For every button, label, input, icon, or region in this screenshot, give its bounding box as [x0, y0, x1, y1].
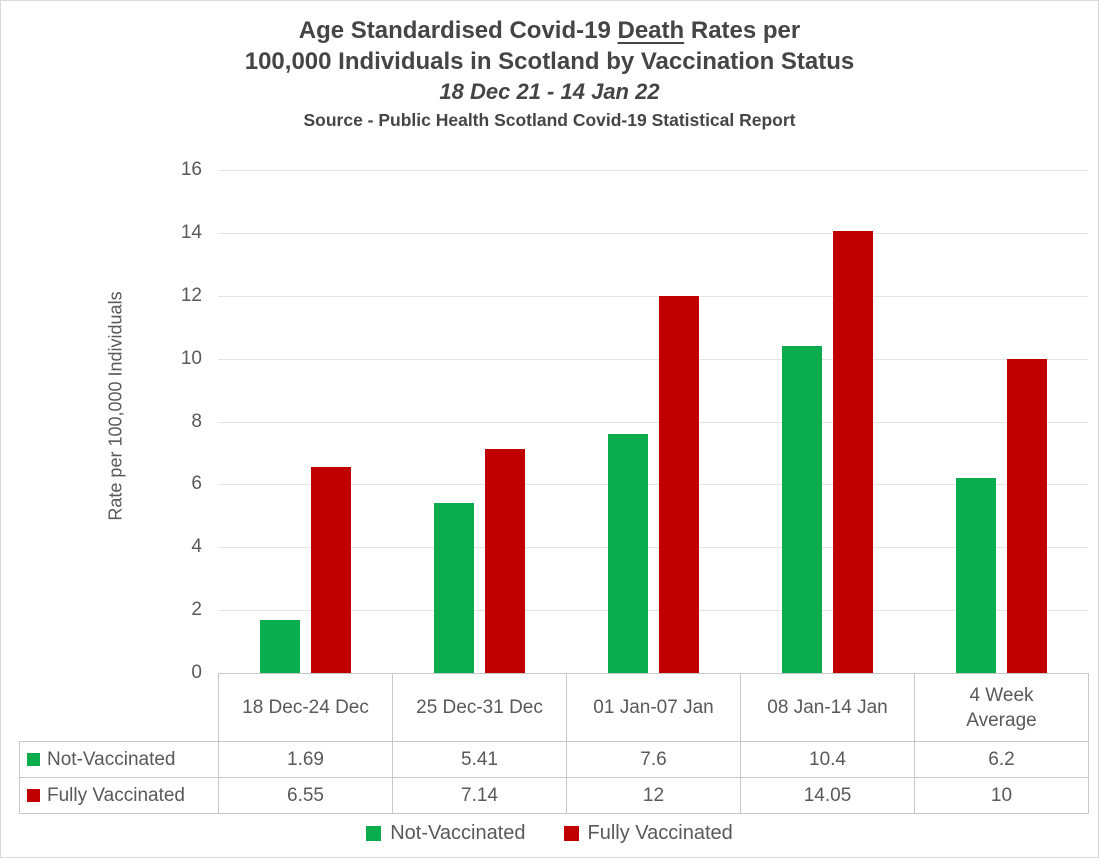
bar-not-vaccinated [607, 434, 648, 673]
legend-item: Fully Vaccinated [563, 821, 733, 845]
data-table: 18 Dec-24 Dec 25 Dec-31 Dec 01 Jan-07 Jan 0… [19, 673, 1089, 814]
value-cell: 10.4 [740, 741, 915, 778]
category-header-cell: 25 Dec-31 Dec [392, 673, 567, 742]
plot-area: 0 2 4 6 8 10 12 14 16 [181, 160, 1088, 683]
series-label-cell: Fully Vaccinated [19, 777, 219, 814]
title-prefix: Age Standardised Covid-19 [298, 17, 618, 44]
y-axis-tick: 14 [180, 221, 202, 243]
bar-group [218, 170, 392, 673]
legend-label: Fully Vaccinated [587, 821, 733, 844]
y-axis-tick: 16 [180, 159, 202, 180]
value-cell: 14.05 [740, 777, 915, 814]
series-swatch [27, 788, 40, 802]
y-axis-tick: 10 [180, 347, 202, 369]
y-axis-tick: 2 [191, 599, 202, 621]
value-cell: 5.41 [392, 741, 567, 778]
gridline [218, 358, 1088, 360]
bar-group [914, 170, 1088, 673]
y-axis-tick: 4 [191, 536, 202, 558]
y-axis-tick: 12 [180, 284, 202, 306]
legend: Not-Vaccinated Fully Vaccinated [1, 815, 1098, 851]
table-corner-blank-cell [20, 674, 219, 742]
chart-title-block: Age Standardised Covid-19 Death Rates pe… [1, 15, 1098, 134]
value-cell: 1.69 [218, 741, 393, 778]
y-axis-tick: 8 [191, 410, 202, 432]
bar-group [392, 170, 566, 673]
bar-group [740, 170, 914, 673]
title-suffix: Rates per [684, 17, 801, 44]
y-axis-title: Rate per 100,000 Individuals [105, 291, 126, 521]
bar-fully-vaccinated [310, 467, 351, 673]
bar-not-vaccinated [955, 478, 996, 673]
gridline [218, 547, 1088, 549]
category-header-cell: 4 Week Average [914, 673, 1089, 742]
category-header-cell: 08 Jan-14 Jan [740, 673, 915, 742]
bar-fully-vaccinated [484, 448, 525, 673]
bar-not-vaccinated [259, 619, 300, 673]
gridline [218, 295, 1088, 297]
bar-fully-vaccinated [658, 295, 699, 673]
bar-fully-vaccinated [1006, 358, 1047, 673]
value-cell: 10 [914, 777, 1089, 814]
bar-group [566, 170, 740, 673]
category-header-cell: 01 Jan-07 Jan [566, 673, 741, 742]
bar-not-vaccinated [781, 346, 822, 673]
chart-title-daterange: 18 Dec 21 - 14 Jan 22 [439, 79, 660, 104]
value-cell: 12 [566, 777, 741, 814]
bar-not-vaccinated [433, 502, 474, 673]
value-cell: 7.14 [392, 777, 567, 814]
legend-item: Not-Vaccinated [366, 821, 526, 845]
y-axis-tick: 0 [191, 662, 202, 683]
gridline [218, 232, 1088, 234]
legend-label: Not-Vaccinated [390, 821, 526, 844]
legend-swatch [366, 825, 382, 841]
series-swatch [27, 752, 40, 766]
chart-title-line1: Age Standardised Covid-19 Death Rates pe… [1, 15, 1098, 46]
value-cell: 6.55 [218, 777, 393, 814]
y-axis-tick: 6 [191, 473, 202, 495]
gridline [218, 170, 1088, 171]
title-underlined-word: Death [617, 17, 685, 44]
category-header-cell: 18 Dec-24 Dec [218, 673, 393, 742]
chart-source-note: Source - Public Health Scotland Covid-19… [303, 110, 796, 130]
gridline [218, 484, 1088, 486]
gridline [218, 421, 1088, 423]
value-cell: 7.6 [566, 741, 741, 778]
chart-title-line2: 100,000 Individuals in Scotland by Vacci… [244, 48, 855, 75]
legend-swatch [563, 825, 579, 841]
value-cell: 6.2 [914, 741, 1089, 778]
series-label-cell: Not-Vaccinated [19, 741, 219, 778]
bar-fully-vaccinated [832, 231, 873, 673]
gridline [218, 610, 1088, 612]
